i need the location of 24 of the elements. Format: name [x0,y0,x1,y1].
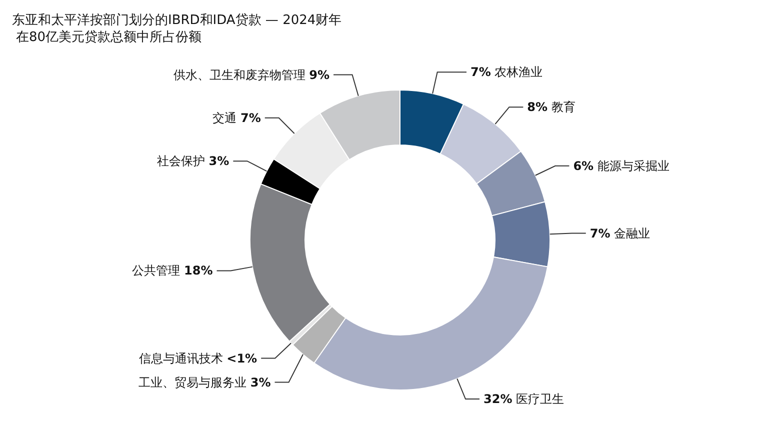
data-label: 7% [590,226,610,240]
slice-label: 社会保护 [156,154,209,168]
data-label: 8% [527,100,548,114]
chart-subtitle: 在80亿美元贷款总额中所占份额 [16,29,202,45]
slice-label: 供水、卫生和废弃物管理 [173,68,310,82]
data-label: 3% [208,154,230,168]
slice-label: 能源与采掘业 [594,158,670,173]
data-label: 7% [240,110,261,125]
slice-label: 金融业 [610,226,650,240]
slice-label: 交通 [212,110,240,125]
slice-label: 工业、贸易与服务业 [138,375,250,390]
data-label: 7% [470,65,491,80]
chart-title: 东亚和太平洋按部门划分的IBRD和IDA贷款 — 2024财年 [12,12,342,28]
slice-label: 医疗卫生 [512,392,564,406]
data-label: 32% [484,392,512,406]
data-label: <1% [226,351,258,366]
data-label: 9% [309,68,330,82]
slice-label: 农林渔业 [490,65,543,80]
slice-label: 教育 [548,100,576,114]
data-label: 3% [250,375,271,390]
slice-label: 公共管理 [132,264,184,278]
data-label: 18% [184,264,213,278]
slice-label: 信息与通讯技术 [138,351,227,366]
data-label: 6% [573,158,594,173]
